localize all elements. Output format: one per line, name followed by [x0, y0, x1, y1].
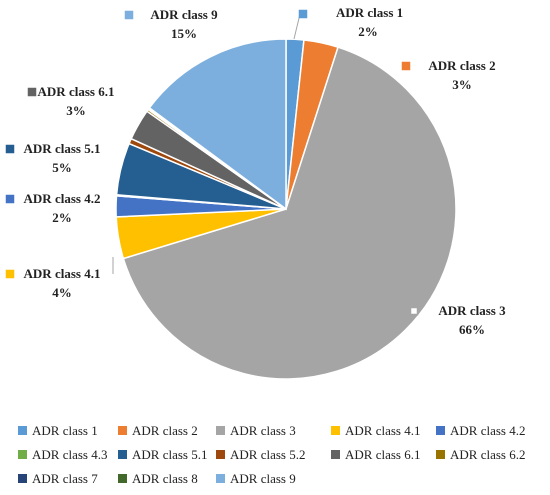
- legend-swatch-adr-class-3: [216, 426, 225, 435]
- legend-swatch-adr-class-5-1: [118, 450, 127, 459]
- legend-item-adr-class-7: ADR class 7: [18, 471, 98, 486]
- legend-label-adr-class-4-3: ADR class 4.3: [32, 447, 107, 462]
- label-marker-adr-class-4-2: [5, 194, 15, 204]
- legend-item-adr-class-9: ADR class 9: [216, 471, 296, 486]
- label-marker-adr-class-6-1: [27, 87, 37, 97]
- label-marker-adr-class-1: [298, 9, 308, 19]
- label-marker-adr-class-2: [401, 61, 411, 71]
- legend-label-adr-class-7: ADR class 7: [32, 471, 98, 486]
- legend-label-adr-class-3: ADR class 3: [230, 423, 296, 438]
- slice-adr-class-3: [122, 46, 457, 380]
- legend-label-adr-class-4-2: ADR class 4.2: [450, 423, 525, 438]
- legend-item-adr-class-5-2: ADR class 5.2: [216, 447, 305, 462]
- legend-label-adr-class-1: ADR class 1: [32, 423, 98, 438]
- legend-item-adr-class-5-1: ADR class 5.1: [118, 447, 207, 462]
- data-label-name-adr-class-4-2: ADR class 4.2: [24, 191, 101, 206]
- legend-item-adr-class-6-2: ADR class 6.2: [436, 447, 525, 462]
- data-label-pct-adr-class-9: 15%: [171, 26, 197, 41]
- legend-swatch-adr-class-6-1: [331, 450, 340, 459]
- data-label-name-adr-class-3: ADR class 3: [438, 303, 506, 318]
- legend-swatch-adr-class-2: [118, 426, 127, 435]
- legend-item-adr-class-1: ADR class 1: [18, 423, 98, 438]
- data-labels: ADR class 1 2% ADR class 2 3% ADR class 3 66%…: [5, 5, 506, 337]
- legend-swatch-adr-class-4-1: [331, 426, 340, 435]
- pie-slices: [115, 38, 457, 380]
- label-marker-adr-class-4-1: [5, 269, 15, 279]
- legend-swatch-adr-class-8: [118, 474, 127, 483]
- legend-swatch-adr-class-5-2: [216, 450, 225, 459]
- data-label-name-adr-class-6-1: ADR class 6.1: [38, 84, 115, 99]
- data-label-name-adr-class-5-1: ADR class 5.1: [24, 141, 101, 156]
- legend-label-adr-class-5-1: ADR class 5.1: [132, 447, 207, 462]
- legend-label-adr-class-8: ADR class 8: [132, 471, 198, 486]
- legend-item-adr-class-8: ADR class 8: [118, 471, 198, 486]
- legend-swatch-adr-class-4-2: [436, 426, 445, 435]
- legend-swatch-adr-class-6-2: [436, 450, 445, 459]
- legend-swatch-adr-class-1: [18, 426, 27, 435]
- data-label-pct-adr-class-5-1: 5%: [52, 160, 72, 175]
- legend-label-adr-class-6-1: ADR class 6.1: [345, 447, 420, 462]
- data-label-name-adr-class-4-1: ADR class 4.1: [24, 266, 101, 281]
- legend-item-adr-class-3: ADR class 3: [216, 423, 296, 438]
- legend-item-adr-class-6-1: ADR class 6.1: [331, 447, 420, 462]
- data-label-pct-adr-class-6-1: 3%: [66, 103, 86, 118]
- slice-adr-class-9: [148, 38, 287, 211]
- legend-swatch-adr-class-9: [216, 474, 225, 483]
- legend-label-adr-class-5-2: ADR class 5.2: [230, 447, 305, 462]
- data-label-pct-adr-class-3: 66%: [459, 322, 485, 337]
- data-label-pct-adr-class-4-2: 2%: [52, 210, 72, 225]
- legend-label-adr-class-2: ADR class 2: [132, 423, 198, 438]
- legend: ADR class 1 ADR class 2 ADR class 3 ADR cla…: [18, 423, 525, 486]
- label-marker-adr-class-5-1: [5, 144, 15, 154]
- legend-item-adr-class-4-1: ADR class 4.1: [331, 423, 420, 438]
- legend-item-adr-class-4-2: ADR class 4.2: [436, 423, 525, 438]
- legend-label-adr-class-4-1: ADR class 4.1: [345, 423, 420, 438]
- data-label-pct-adr-class-2: 3%: [452, 77, 472, 92]
- legend-item-adr-class-2: ADR class 2: [118, 423, 198, 438]
- legend-label-adr-class-6-2: ADR class 6.2: [450, 447, 525, 462]
- legend-swatch-adr-class-7: [18, 474, 27, 483]
- data-label-name-adr-class-2: ADR class 2: [428, 58, 495, 73]
- legend-label-adr-class-9: ADR class 9: [230, 471, 296, 486]
- legend-item-adr-class-4-3: ADR class 4.3: [18, 447, 107, 462]
- data-label-name-adr-class-9: ADR class 9: [150, 7, 218, 22]
- data-label-pct-adr-class-1: 2%: [358, 24, 378, 39]
- label-marker-adr-class-3: [409, 306, 419, 316]
- data-label-name-adr-class-1: ADR class 1: [336, 5, 403, 20]
- data-label-pct-adr-class-4-1: 4%: [52, 285, 72, 300]
- label-marker-adr-class-9: [124, 10, 134, 20]
- legend-swatch-adr-class-4-3: [18, 450, 27, 459]
